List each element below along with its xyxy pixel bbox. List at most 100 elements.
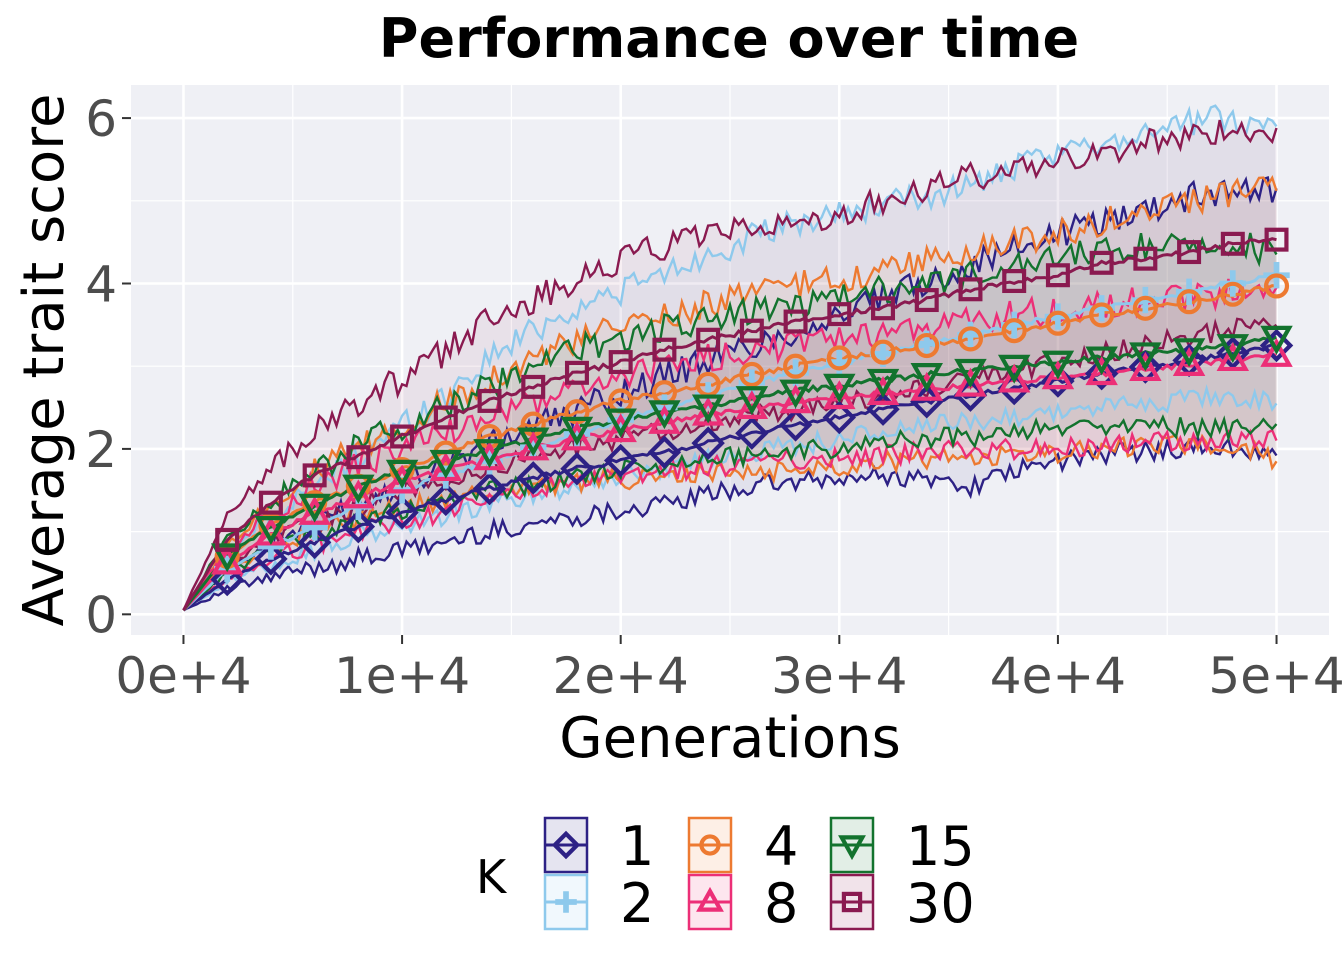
- point-k-1: [778, 408, 813, 442]
- x-tick-label: 5e+4: [1208, 647, 1344, 705]
- point-k-8: [735, 390, 769, 420]
- legend-key-k-8: [687, 873, 733, 931]
- point-k-15: [997, 354, 1031, 384]
- point-k-1: [429, 482, 463, 517]
- point-k-15: [1260, 325, 1293, 355]
- legend-title: K: [476, 850, 508, 904]
- point-k-15: [691, 394, 725, 424]
- point-k-30: [1220, 231, 1245, 256]
- point-k-1: [1259, 328, 1294, 363]
- x-tick-label: 3e+4: [771, 647, 907, 705]
- point-k-1: [341, 509, 376, 544]
- point-k-8: [954, 367, 987, 397]
- legend-key-k-1: [543, 816, 589, 874]
- upper-line-k-4: [182, 174, 1278, 611]
- point-k-30: [696, 327, 721, 352]
- point-k-30: [1002, 269, 1027, 294]
- point-k-15: [342, 474, 375, 504]
- point-k-30: [783, 309, 808, 334]
- point-k-8: [997, 363, 1031, 393]
- point-k-30: [958, 277, 983, 302]
- point-k-8: [560, 421, 594, 451]
- point-k-8: [429, 452, 463, 482]
- legend-label-k-1: 1: [620, 815, 654, 878]
- point-k-8: [1129, 352, 1162, 381]
- legend-key-k-30: [829, 873, 875, 931]
- point-k-15: [866, 368, 900, 398]
- point-k-8: [1041, 360, 1075, 390]
- x-tick-label: 2e+4: [553, 647, 689, 705]
- point-k-30: [871, 296, 896, 321]
- legend-label-k-4: 4: [764, 815, 798, 878]
- point-k-30: [477, 388, 502, 413]
- legend-label-k-2: 2: [620, 872, 654, 935]
- point-k-30: [914, 288, 939, 313]
- point-k-30: [1045, 263, 1070, 288]
- point-k-30: [1264, 227, 1289, 252]
- point-k-8: [604, 413, 637, 443]
- point-k-8: [823, 380, 856, 410]
- point-k-15: [1085, 346, 1118, 376]
- point-k-4: [870, 339, 896, 365]
- point-k-15: [735, 386, 769, 416]
- point-k-30: [521, 374, 546, 399]
- point-k-8: [1085, 356, 1118, 386]
- point-k-30: [564, 360, 589, 385]
- point-k-15: [517, 427, 550, 457]
- y-axis: 0 2 4 6: [85, 90, 131, 644]
- mean-line-k-30: [182, 237, 1277, 611]
- point-k-15: [1216, 334, 1250, 364]
- point-k-30: [608, 350, 633, 375]
- point-k-15: [910, 363, 943, 392]
- point-k-1: [210, 562, 244, 597]
- point-k-30: [215, 527, 240, 552]
- point-k-30: [1133, 246, 1158, 271]
- point-k-30: [1177, 240, 1202, 265]
- point-k-4: [1001, 318, 1027, 344]
- point-k-4: [1263, 273, 1290, 299]
- point-k-30: [346, 445, 371, 470]
- point-k-4: [783, 353, 809, 379]
- point-k-1: [1041, 364, 1075, 398]
- point-k-15: [1172, 338, 1206, 368]
- point-k-8: [648, 404, 681, 434]
- point-k-15: [779, 379, 812, 409]
- legend-marker-k-30: [841, 891, 863, 913]
- point-k-4: [1045, 310, 1071, 336]
- y-tick-label: 6: [85, 90, 117, 148]
- point-k-8: [866, 376, 900, 405]
- point-k-30: [1089, 250, 1114, 275]
- point-k-15: [1041, 350, 1075, 380]
- point-k-15: [560, 416, 594, 446]
- point-k-15: [823, 373, 856, 403]
- y-tick-label: 0: [85, 586, 117, 644]
- point-k-15: [385, 459, 419, 489]
- point-k-1: [297, 525, 332, 560]
- y-tick-label: 4: [85, 255, 117, 313]
- point-k-15: [954, 358, 987, 388]
- point-k-8: [210, 545, 244, 575]
- point-k-1: [735, 416, 769, 450]
- point-k-1: [603, 443, 638, 478]
- point-k-8: [473, 441, 506, 471]
- point-k-1: [472, 471, 507, 506]
- point-k-15: [1129, 342, 1162, 372]
- point-k-4: [1220, 281, 1246, 307]
- legend-key-k-15: [829, 816, 875, 874]
- lower-line-k-1: [182, 433, 1278, 612]
- point-k-1: [1216, 336, 1250, 370]
- upper-line-k-30: [182, 119, 1278, 611]
- point-k-1: [691, 426, 725, 460]
- legend-label-k-15: 15: [906, 815, 975, 878]
- point-k-8: [910, 371, 943, 401]
- point-k-4: [1132, 295, 1158, 321]
- point-k-8: [342, 479, 375, 509]
- legend-marker-k-15: [838, 835, 866, 861]
- lower-line-k-4: [182, 433, 1278, 612]
- legend-marker-k-1: [551, 830, 581, 860]
- y-axis-title: Average trait score: [12, 94, 77, 627]
- point-k-4: [1176, 289, 1202, 315]
- point-k-8: [385, 464, 419, 494]
